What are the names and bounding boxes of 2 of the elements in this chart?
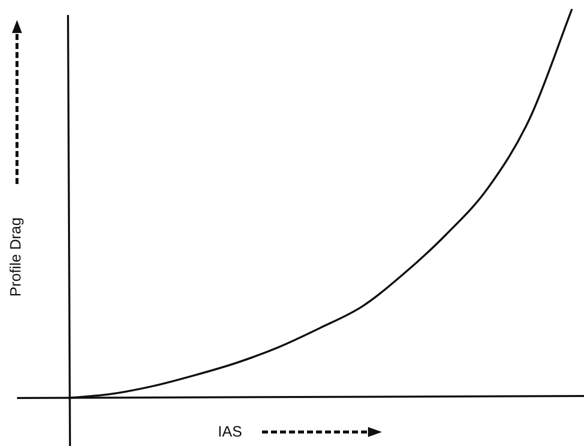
x-axis-title: IAS bbox=[218, 424, 242, 440]
y-axis-title: Profile Drag bbox=[8, 217, 24, 297]
